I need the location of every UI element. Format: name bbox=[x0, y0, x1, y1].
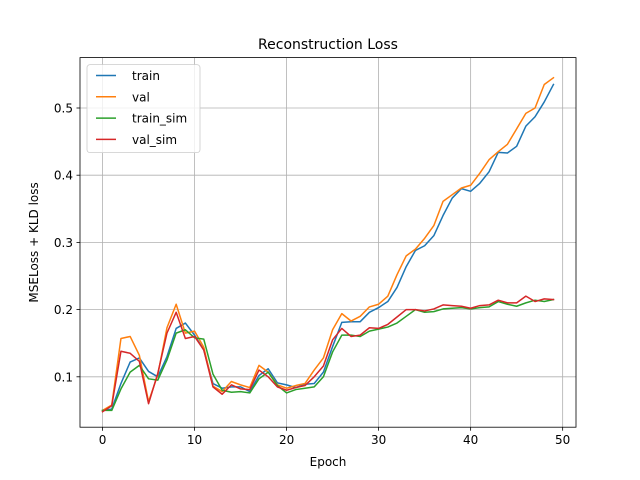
legend-label-val: val bbox=[132, 90, 150, 104]
x-tick-label: 10 bbox=[187, 433, 202, 447]
series-line-val bbox=[101, 76, 555, 412]
x-tick-label: 20 bbox=[279, 433, 294, 447]
y-tick-label: 0.3 bbox=[54, 236, 73, 250]
legend-box bbox=[86, 64, 201, 153]
chart-title: Reconstruction Loss bbox=[258, 37, 398, 53]
series-line-train bbox=[101, 83, 555, 412]
axis-ticks: 0 10 20 30 40 50 0.1 0.2 0.3 0.4 0.5 bbox=[54, 102, 570, 448]
y-axis-label: MSELoss + KLD loss bbox=[27, 182, 41, 302]
x-tick-label: 0 bbox=[99, 433, 107, 447]
x-tick-label: 30 bbox=[371, 433, 386, 447]
y-tick-label: 0.2 bbox=[54, 303, 73, 317]
series-lines bbox=[101, 76, 555, 413]
y-tick-label: 0.4 bbox=[54, 169, 73, 183]
x-axis-label: Epoch bbox=[310, 455, 347, 469]
y-tick-label: 0.5 bbox=[54, 102, 73, 116]
x-tick-label: 50 bbox=[555, 433, 570, 447]
series-line-val-sim bbox=[101, 295, 555, 413]
y-tick-label: 0.1 bbox=[54, 370, 73, 384]
legend-label-train-sim: train_sim bbox=[132, 112, 187, 126]
x-tick-label: 40 bbox=[463, 433, 478, 447]
legend-label-train: train bbox=[132, 69, 160, 83]
legend-label-val-sim: val_sim bbox=[132, 133, 177, 147]
legend: train val train_sim val_sim bbox=[86, 64, 201, 153]
series-line-train-sim bbox=[101, 298, 555, 412]
grid bbox=[80, 57, 576, 428]
